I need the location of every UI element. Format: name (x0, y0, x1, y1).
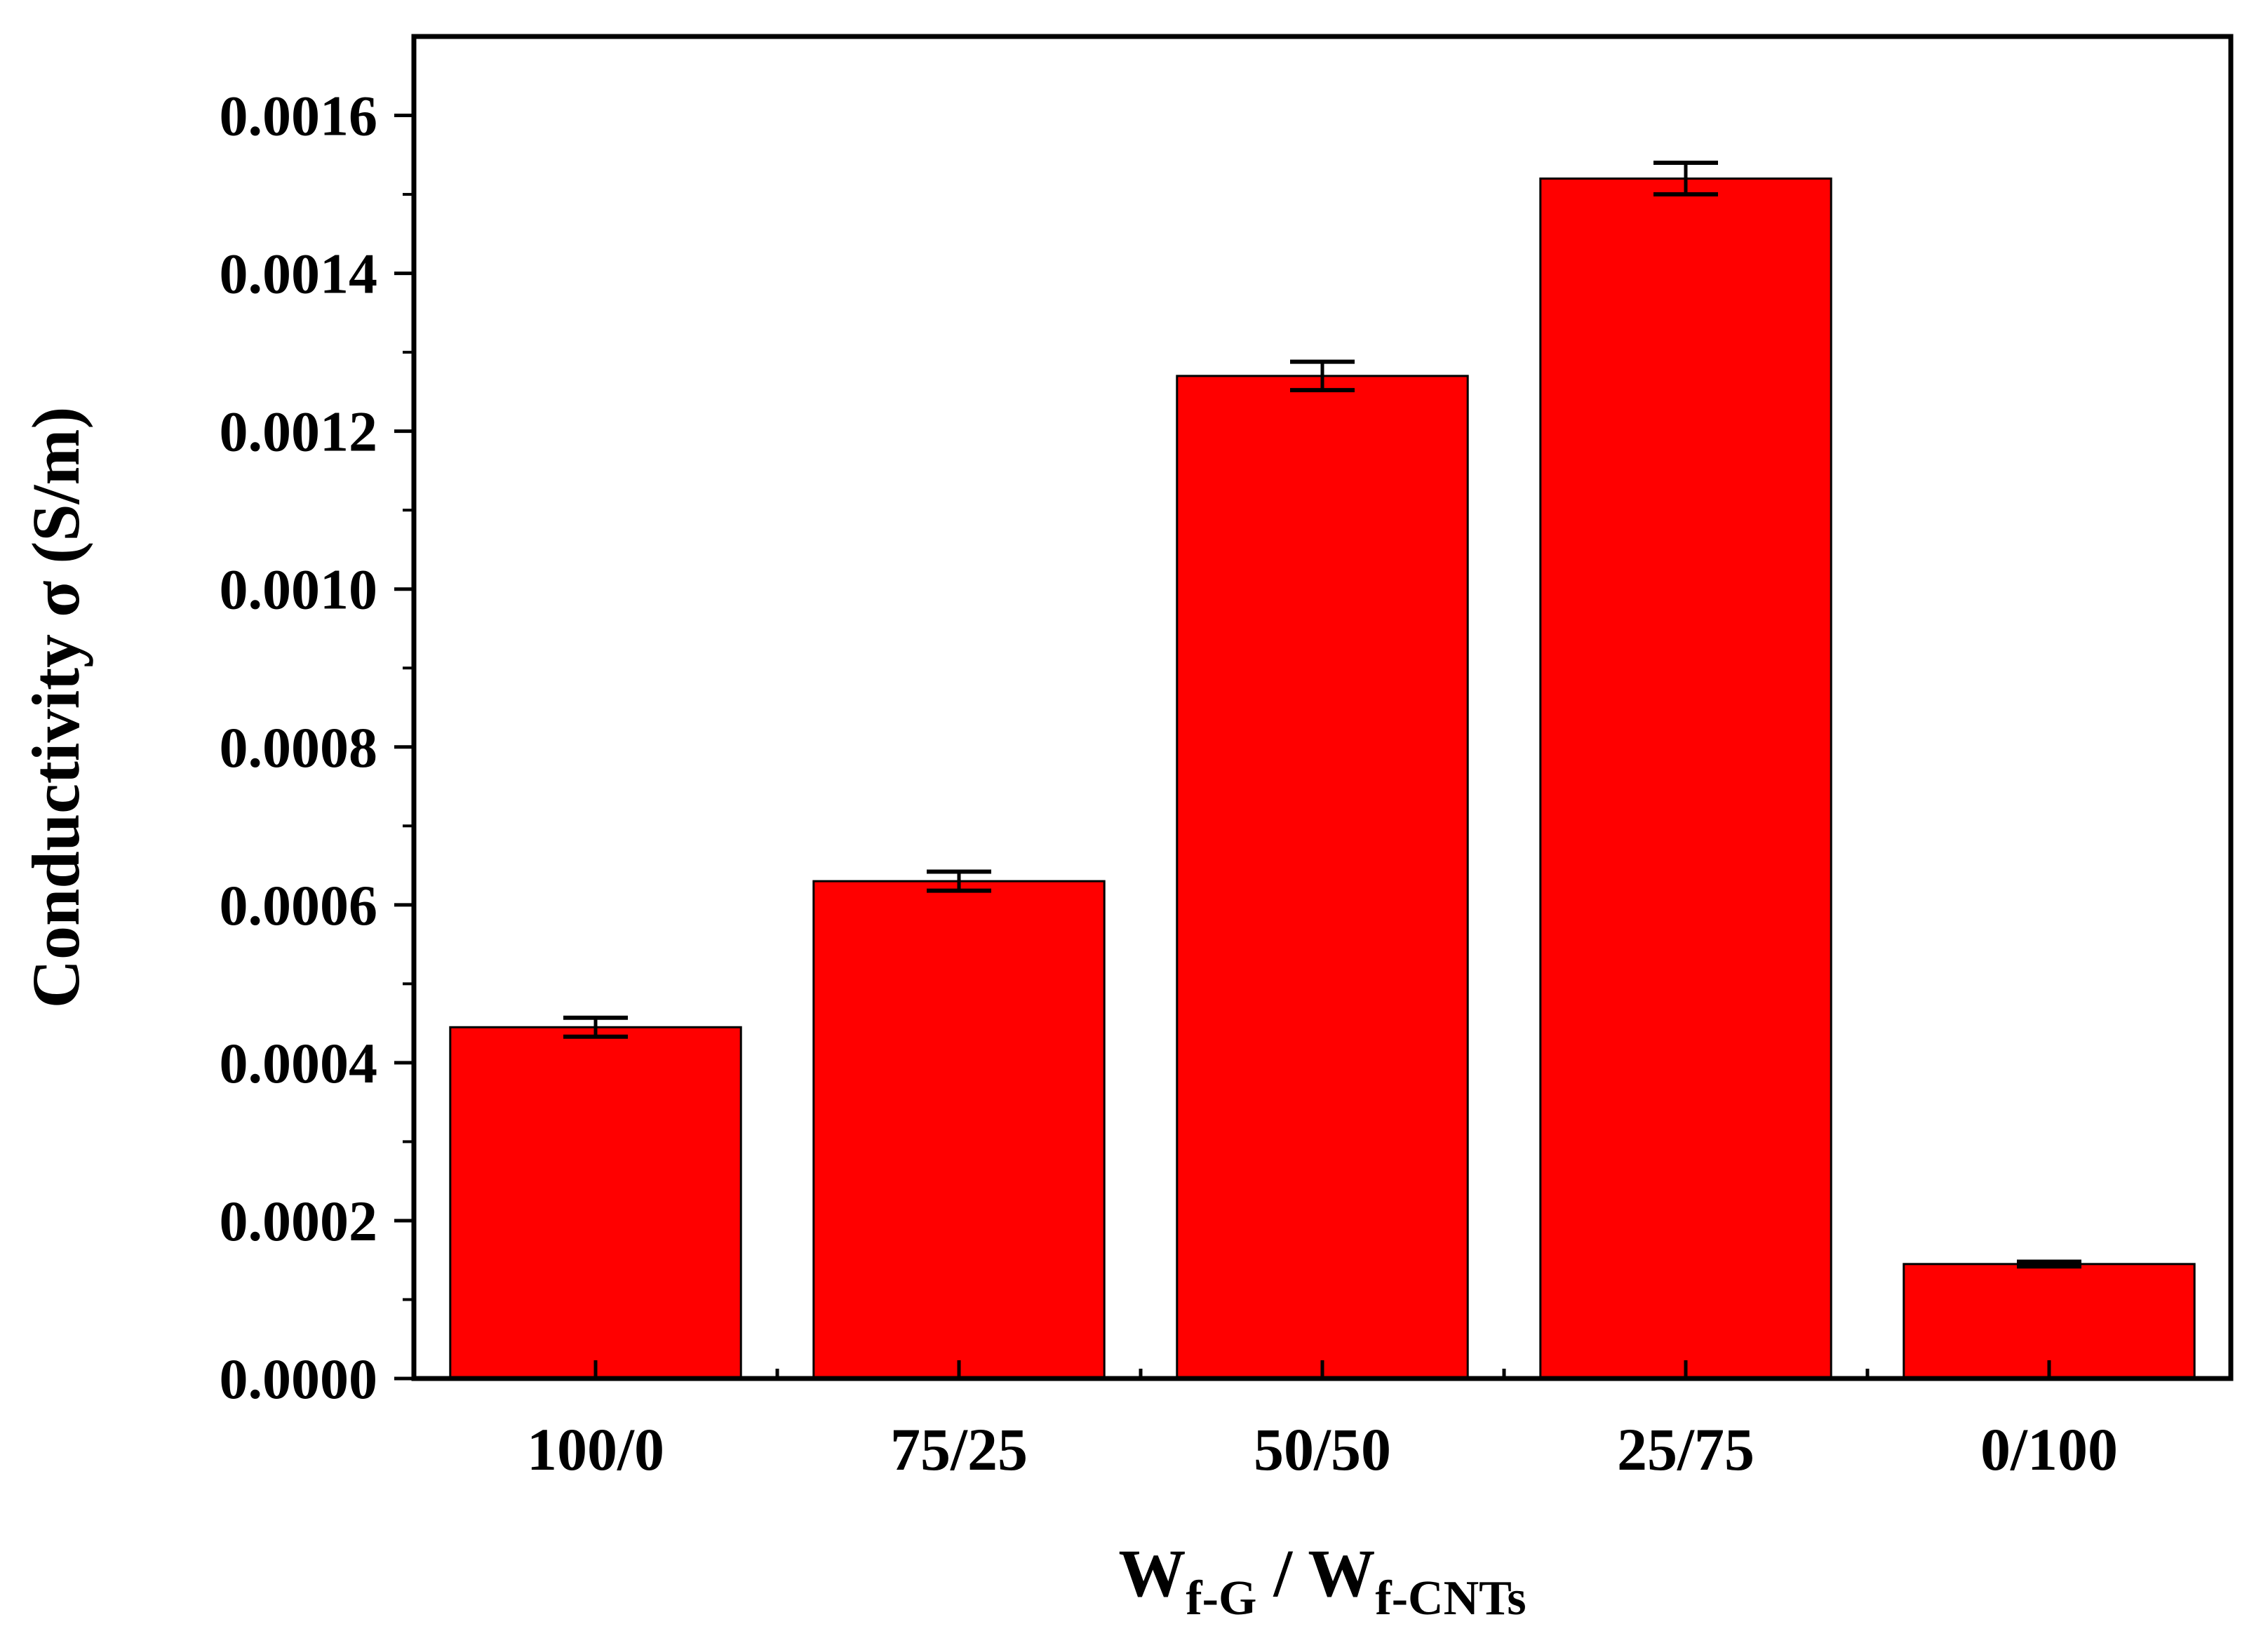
x-tick-label-0-100: 0/100 (1980, 1416, 2118, 1483)
bar-25-75 (1539, 177, 1832, 1380)
x-tick-label-75-25: 75/25 (890, 1416, 1028, 1483)
error-bars-layer (563, 161, 2081, 1269)
x-axis-title-w2: W (1308, 1536, 1375, 1611)
x-axis-title-w1: W (1118, 1536, 1186, 1611)
x-tick-label-50-50: 50/50 (1254, 1416, 1391, 1483)
y-tick-label: 0.0002 (220, 1189, 378, 1253)
y-tick-label: 0.0006 (220, 873, 378, 937)
bar-50-50 (1176, 375, 1469, 1380)
y-tick-label: 0.0016 (220, 84, 378, 148)
y-tick-label: 0.0008 (220, 716, 378, 779)
y-tick-label: 0.0010 (220, 558, 378, 622)
x-axis-title-sub1: f-G (1186, 1571, 1256, 1625)
y-tick-label: 0.0004 (220, 1031, 378, 1095)
y-axis-title: Conductivity σ (S/m) (18, 407, 93, 1009)
bar-75-25 (812, 880, 1106, 1380)
bar-100-0 (449, 1026, 742, 1380)
y-tick-label: 0.0000 (220, 1347, 378, 1411)
x-tick-label-25-75: 25/75 (1617, 1416, 1754, 1483)
x-axis-title: Wf-G / Wf-CNTs (1118, 1536, 1526, 1625)
x-axis-title-sub2: f-CNTs (1375, 1571, 1526, 1625)
y-tick-label: 0.0014 (220, 242, 378, 306)
labels-layer: 100/0 75/25 50/50 25/75 0/100 0.0000 0.0002 0.0… (220, 84, 2118, 1483)
y-tick-label: 0.0012 (220, 400, 378, 464)
x-tick-label-100-0: 100/0 (527, 1416, 664, 1483)
bars-layer (449, 177, 2196, 1380)
x-axis-title-separator: / (1256, 1536, 1308, 1611)
plot-frame (411, 34, 2234, 1381)
